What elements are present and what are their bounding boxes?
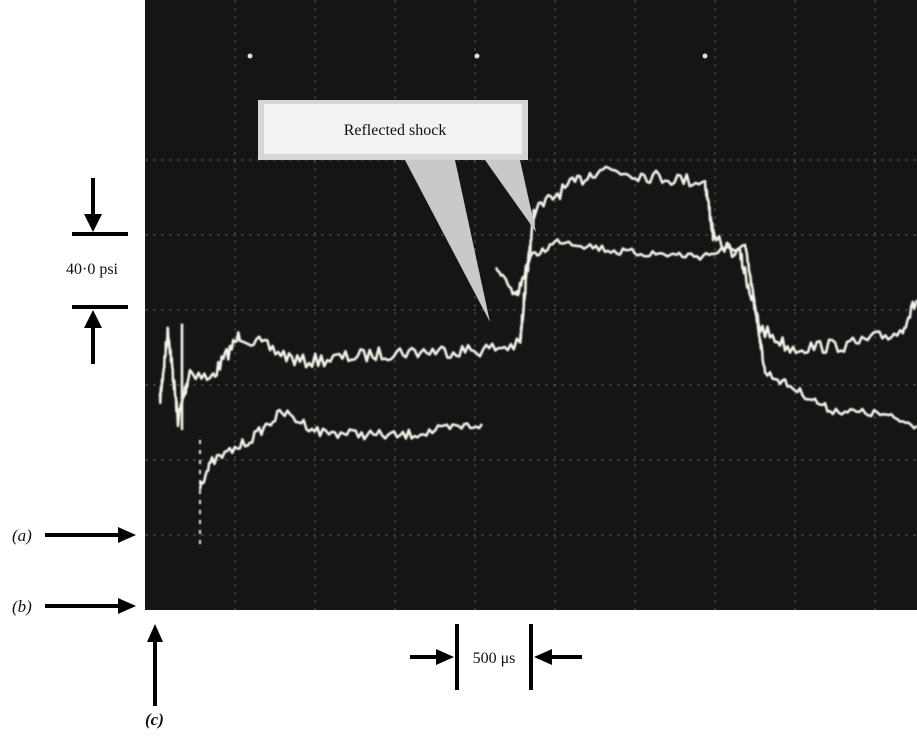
- marker-label: (c): [145, 710, 164, 729]
- arrow-head: [147, 624, 163, 642]
- time-scale-label: 500 μs: [473, 650, 516, 667]
- arrow-head: [84, 214, 102, 232]
- screen-dot: [247, 53, 253, 59]
- pressure-scale-label: 40·0 psi: [66, 261, 119, 278]
- pressure-scale: [72, 178, 128, 364]
- arrow-head: [118, 527, 136, 543]
- marker-label: (b): [12, 597, 32, 616]
- scope-screen: [145, 0, 917, 610]
- screen-dot: [474, 53, 480, 59]
- time-scale: [410, 624, 582, 690]
- marker-arrows: [45, 527, 163, 706]
- callout-label: Reflected shock: [344, 122, 447, 139]
- callout-pointer: [405, 160, 490, 322]
- callout-box: [264, 104, 522, 154]
- arrow-head: [118, 598, 136, 614]
- marker-label: (a): [12, 526, 32, 545]
- trace: [198, 408, 484, 490]
- arrow-head: [84, 310, 102, 328]
- callout: Reflected shock: [258, 100, 536, 322]
- scope-traces: [158, 165, 917, 545]
- callout-pointer: [485, 160, 536, 232]
- screen-dot: [702, 53, 708, 59]
- trace: [494, 238, 917, 430]
- arrow-head: [436, 649, 454, 665]
- arrow-head: [534, 649, 552, 665]
